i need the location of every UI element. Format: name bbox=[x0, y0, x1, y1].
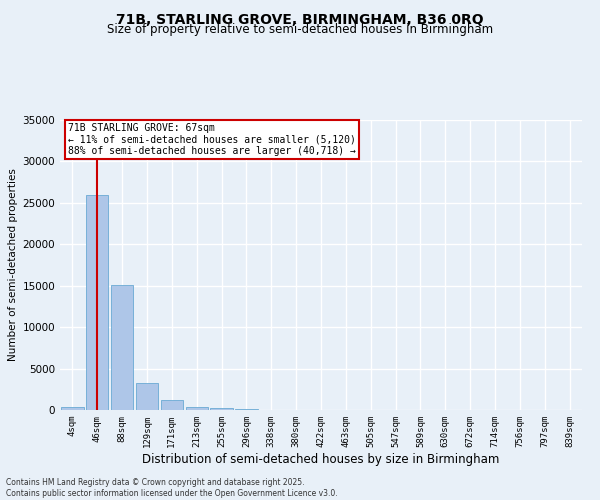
Text: Contains HM Land Registry data © Crown copyright and database right 2025.
Contai: Contains HM Land Registry data © Crown c… bbox=[6, 478, 338, 498]
Bar bbox=[161, 400, 183, 410]
Text: Size of property relative to semi-detached houses in Birmingham: Size of property relative to semi-detach… bbox=[107, 22, 493, 36]
Bar bbox=[61, 407, 83, 410]
Bar bbox=[111, 285, 133, 410]
X-axis label: Distribution of semi-detached houses by size in Birmingham: Distribution of semi-detached houses by … bbox=[142, 452, 500, 466]
Text: 71B, STARLING GROVE, BIRMINGHAM, B36 0RQ: 71B, STARLING GROVE, BIRMINGHAM, B36 0RQ bbox=[116, 12, 484, 26]
Y-axis label: Number of semi-detached properties: Number of semi-detached properties bbox=[8, 168, 18, 362]
Bar bbox=[211, 408, 233, 410]
Bar bbox=[185, 406, 208, 410]
Bar bbox=[136, 384, 158, 410]
Bar bbox=[86, 194, 109, 410]
Bar bbox=[235, 409, 257, 410]
Text: 71B STARLING GROVE: 67sqm
← 11% of semi-detached houses are smaller (5,120)
88% : 71B STARLING GROVE: 67sqm ← 11% of semi-… bbox=[68, 123, 356, 156]
